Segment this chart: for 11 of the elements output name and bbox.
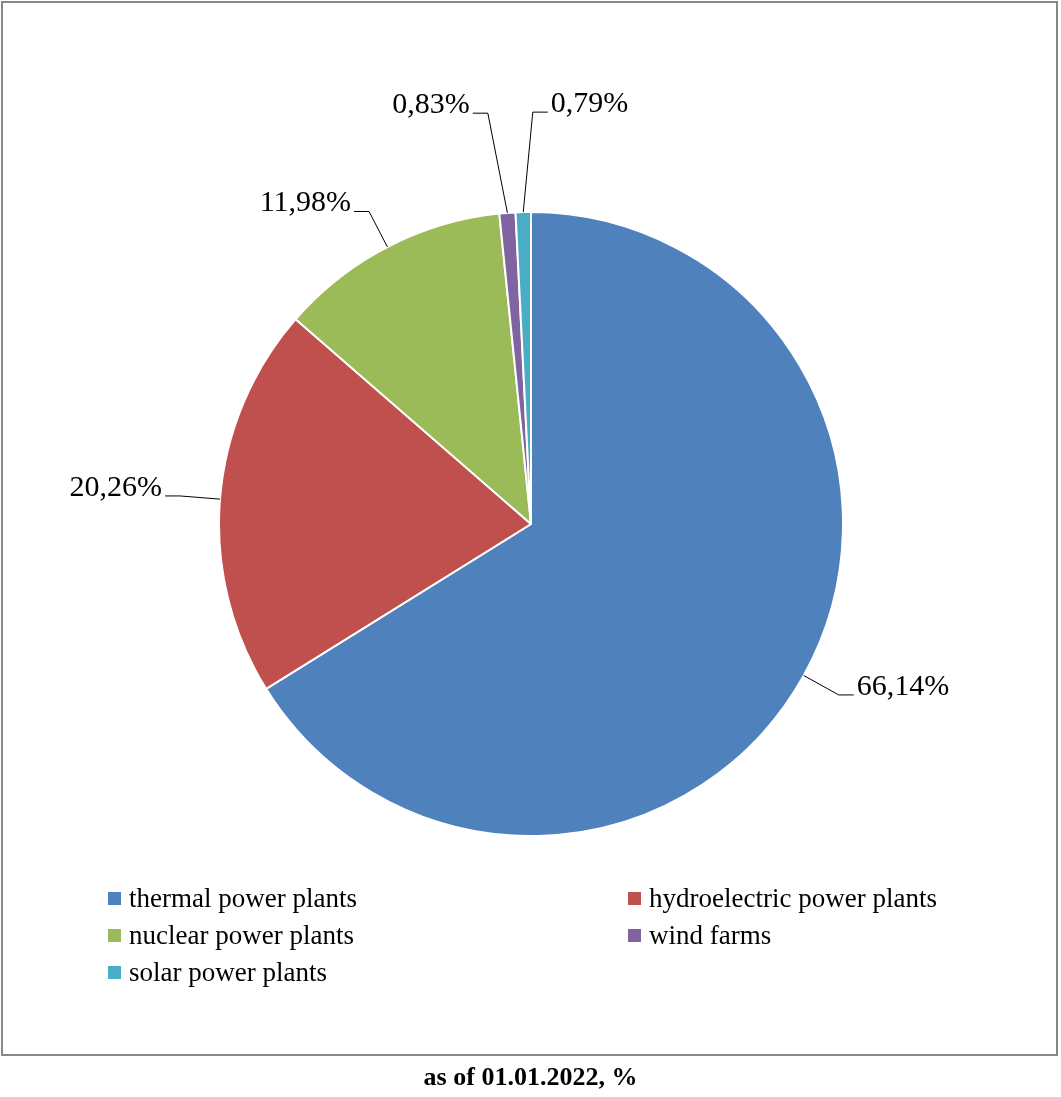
data-label: 66,14% <box>856 667 950 701</box>
data-label: 0,83% <box>392 86 470 120</box>
data-label: 11,98% <box>259 184 352 218</box>
text: as of 01.01.2022, % <box>422 1062 639 1092</box>
legend-label: nuclear power plants <box>129 920 354 951</box>
legend-label: thermal power plants <box>129 883 357 914</box>
data-label: 20,26% <box>69 468 163 502</box>
data-label: 0,79% <box>550 85 629 118</box>
legend-label: hydroelectric power plants <box>649 883 937 914</box>
legend-label: wind farms <box>649 920 772 951</box>
legend-label: solar power plants <box>129 957 327 988</box>
